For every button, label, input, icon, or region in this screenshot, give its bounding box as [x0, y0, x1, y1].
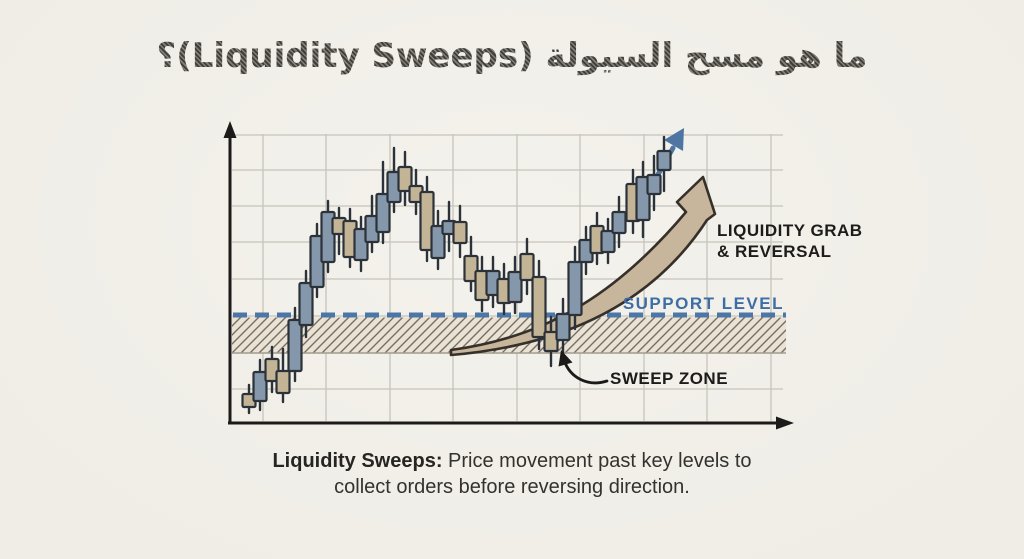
support-level-label: SUPPORT LEVEL: [623, 294, 784, 313]
sweep-zone-band: [232, 317, 786, 354]
caption: Liquidity Sweeps: Price movement past ke…: [0, 448, 1024, 500]
caption-line-2: collect orders before reversing directio…: [334, 476, 690, 498]
axes: [223, 121, 794, 430]
liquidity-grab-label-line2: & REVERSAL: [717, 242, 832, 261]
sweep-zone-pointer-arrow: [558, 350, 609, 385]
sweep-zone-label: SWEEP ZONE: [610, 369, 728, 388]
caption-line-1: Liquidity Sweeps: Price movement past ke…: [272, 450, 752, 472]
caption-lead: Liquidity Sweeps:: [272, 450, 443, 472]
candles-group: [241, 135, 672, 415]
liquidity-grab-label-line1: LIQUIDITY GRAB: [717, 221, 863, 240]
page-title: ما هو مسح السيولة (Liquidity Sweeps)؟: [0, 36, 1024, 76]
